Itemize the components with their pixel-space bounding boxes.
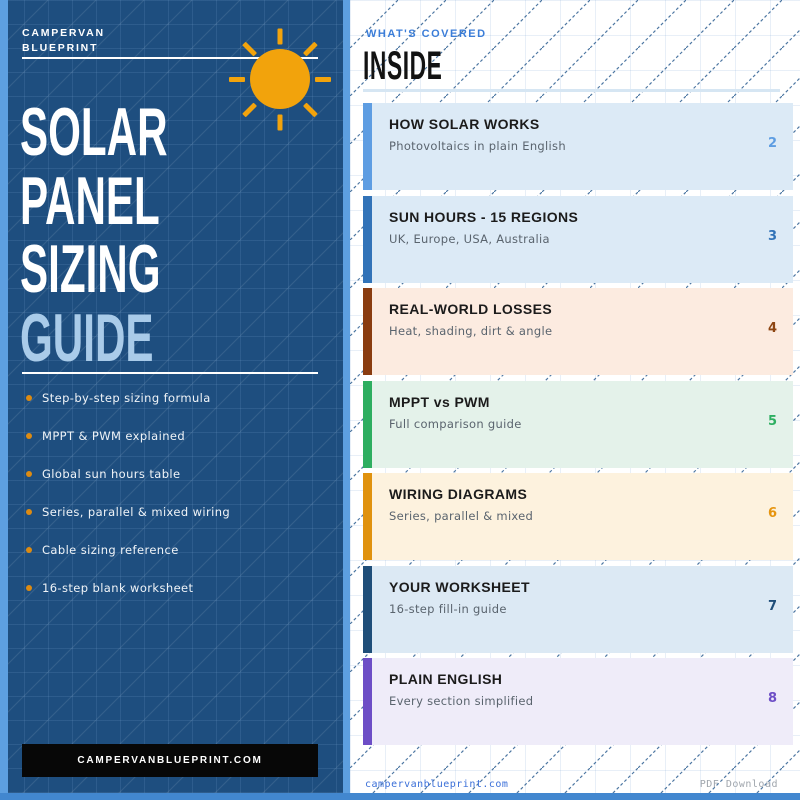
sun-ray <box>229 76 245 82</box>
toc-row-title: WIRING DIAGRAMS <box>389 486 528 502</box>
title-line-2: PANEL <box>20 162 160 239</box>
bullet-dot-icon <box>26 433 32 439</box>
toc-page-number: 3 <box>767 228 777 244</box>
title-line-1: SOLAR <box>20 94 168 170</box>
toc-row-how-solar-works[interactable]: HOW SOLAR WORKS Photovoltaics in plain E… <box>363 103 793 190</box>
sun-icon <box>229 28 331 130</box>
heading-divider <box>363 89 780 92</box>
contents-heading: INSIDE <box>363 44 443 88</box>
title-line-3: SIZING <box>20 231 161 307</box>
toc-page-number: 2 <box>767 136 777 151</box>
toc-row-wiring-diagrams[interactable]: WIRING DIAGRAMS Series, parallel & mixed… <box>363 473 793 560</box>
sun-ray <box>302 101 318 117</box>
accent-bar <box>363 288 372 375</box>
bullet-dot-icon <box>26 471 32 477</box>
right-edge-strip <box>343 0 350 793</box>
page-title: SOLAR PANEL SIZING GUIDE <box>20 98 258 372</box>
list-item: Step-by-step sizing formula <box>22 379 322 417</box>
toc-row-title: SUN HOURS - 15 REGIONS <box>389 208 579 225</box>
bottom-border-strip <box>0 793 800 800</box>
list-item-label: Series, parallel & mixed wiring <box>42 505 231 519</box>
list-item-label: Cable sizing reference <box>42 543 179 557</box>
accent-bar <box>363 380 372 468</box>
bullet-dot-icon <box>26 395 32 401</box>
toc-page-number: 4 <box>767 321 777 336</box>
list-item-label: MPPT & PWM explained <box>42 429 186 443</box>
toc-page-number: 8 <box>767 691 777 706</box>
brand-line1: CAMPERVAN <box>22 27 105 39</box>
footer-pdf-download[interactable]: PDF Download <box>699 779 778 790</box>
toc-row-subtitle: Heat, shading, dirt & angle <box>389 324 553 338</box>
toc-row-mppt-vs-pwm[interactable]: MPPT vs PWM Full comparison guide 5 <box>363 380 793 468</box>
toc-row-subtitle: Series, parallel & mixed <box>389 509 534 523</box>
toc-page-number: 5 <box>767 413 777 429</box>
bullet-dot-icon <box>26 509 32 515</box>
list-item-label: Step-by-step sizing formula <box>42 391 211 405</box>
toc-row-sun-hours[interactable]: SUN HOURS - 15 REGIONS UK, Europe, USA, … <box>363 195 793 283</box>
toc-row-title: PLAIN ENGLISH <box>389 671 503 687</box>
title-accent-word: GUIDE <box>20 299 154 376</box>
brand-line2: BLUEPRINT <box>22 42 99 54</box>
website-bar-label: CAMPERVANBLUEPRINT.COM <box>77 755 263 766</box>
website-bar[interactable]: CAMPERVANBLUEPRINT.COM <box>22 744 318 777</box>
footer-website-link[interactable]: campervanblueprint.com <box>365 779 509 790</box>
toc-row-plain-english[interactable]: PLAIN ENGLISH Every section simplified 8 <box>363 658 793 745</box>
toc-row-subtitle: UK, Europe, USA, Australia <box>389 231 550 246</box>
list-item-label: Global sun hours table <box>42 467 181 481</box>
sun-ray <box>277 114 283 130</box>
toc-list: HOW SOLAR WORKS Photovoltaics in plain E… <box>363 103 793 751</box>
sun-ray <box>315 76 331 82</box>
toc-row-subtitle: 16-step fill-in guide <box>389 601 507 616</box>
toc-row-your-worksheet[interactable]: YOUR WORKSHEET 16-step fill-in guide 7 <box>363 565 793 653</box>
eyebrow-label: WHAT'S COVERED <box>366 28 487 40</box>
brand-divider <box>22 57 318 59</box>
accent-bar <box>363 103 372 190</box>
contents-panel: WHAT'S COVERED INSIDE HOW SOLAR WORKS Ph… <box>350 0 800 793</box>
list-item: Global sun hours table <box>22 455 322 493</box>
left-cover-panel: CAMPERVAN BLUEPRINT SOLAR PANEL SIZING G… <box>0 0 350 793</box>
list-item: Cable sizing reference <box>22 531 322 569</box>
accent-bar <box>363 565 372 653</box>
sun-ray <box>242 41 258 57</box>
list-item: MPPT & PWM explained <box>22 417 322 455</box>
left-edge-strip <box>0 0 8 793</box>
bullet-dot-icon <box>26 585 32 591</box>
toc-row-real-world-losses[interactable]: REAL-WORLD LOSSES Heat, shading, dirt & … <box>363 288 793 375</box>
title-divider <box>22 372 318 374</box>
sun-ray <box>277 28 283 44</box>
toc-row-subtitle: Photovoltaics in plain English <box>389 139 566 153</box>
brand-logo: CAMPERVAN BLUEPRINT <box>22 26 105 56</box>
list-item-label: 16-step blank worksheet <box>42 581 194 595</box>
list-item: 16-step blank worksheet <box>22 569 322 607</box>
toc-row-title: HOW SOLAR WORKS <box>389 116 540 132</box>
accent-bar <box>363 195 372 283</box>
toc-row-title: MPPT vs PWM <box>389 393 490 410</box>
accent-bar <box>363 473 372 560</box>
accent-bar <box>363 658 372 745</box>
toc-page-number: 6 <box>767 506 777 521</box>
toc-row-subtitle: Full comparison guide <box>389 416 522 431</box>
toc-row-subtitle: Every section simplified <box>389 694 534 708</box>
sun-core <box>250 49 310 109</box>
list-item: Series, parallel & mixed wiring <box>22 493 322 531</box>
toc-row-title: REAL-WORLD LOSSES <box>389 301 553 317</box>
feature-list: Step-by-step sizing formula MPPT & PWM e… <box>22 379 322 607</box>
bullet-dot-icon <box>26 547 32 553</box>
toc-page-number: 7 <box>767 598 777 614</box>
toc-row-title: YOUR WORKSHEET <box>389 578 530 595</box>
sun-ray <box>302 41 318 57</box>
